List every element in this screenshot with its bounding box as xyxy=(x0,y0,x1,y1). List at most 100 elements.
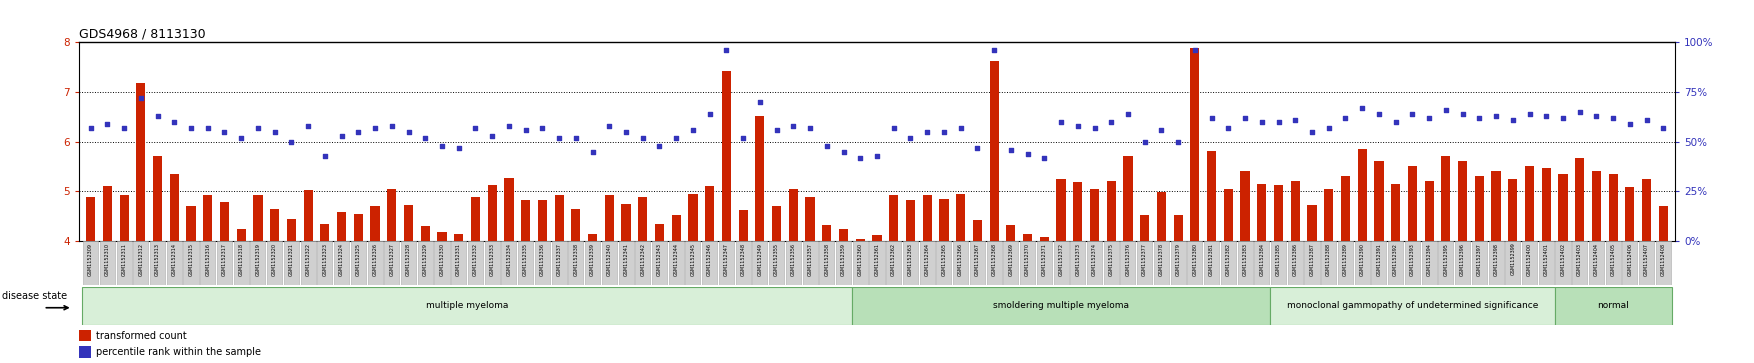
Bar xyxy=(572,209,581,241)
FancyBboxPatch shape xyxy=(803,241,817,285)
Bar xyxy=(1207,151,1216,241)
FancyBboxPatch shape xyxy=(1221,241,1237,285)
Point xyxy=(295,123,323,129)
Text: GSM1152333: GSM1152333 xyxy=(489,243,495,276)
Text: GSM1152360: GSM1152360 xyxy=(858,243,863,276)
FancyBboxPatch shape xyxy=(1003,241,1019,285)
FancyBboxPatch shape xyxy=(1421,241,1437,285)
FancyBboxPatch shape xyxy=(768,241,784,285)
Point xyxy=(796,125,824,131)
Bar xyxy=(1542,167,1551,241)
Bar xyxy=(1424,180,1433,241)
Text: GSM1152313: GSM1152313 xyxy=(154,243,160,276)
Point xyxy=(845,155,873,160)
Point xyxy=(1515,111,1544,117)
Bar xyxy=(772,207,781,241)
Text: GSM1152371: GSM1152371 xyxy=(1042,243,1047,276)
Point xyxy=(645,143,674,148)
Bar xyxy=(119,195,128,241)
Text: normal: normal xyxy=(1598,301,1629,310)
Bar xyxy=(86,197,95,241)
Bar xyxy=(521,200,530,241)
Text: GSM1152407: GSM1152407 xyxy=(1643,243,1649,276)
Text: GSM1152373: GSM1152373 xyxy=(1075,243,1080,276)
FancyBboxPatch shape xyxy=(1154,241,1168,285)
Point xyxy=(144,113,172,118)
Text: GSM1152404: GSM1152404 xyxy=(1594,243,1600,276)
FancyBboxPatch shape xyxy=(903,241,917,285)
FancyBboxPatch shape xyxy=(100,241,116,285)
Bar xyxy=(505,178,514,241)
FancyBboxPatch shape xyxy=(1489,241,1503,285)
Text: GSM1152369: GSM1152369 xyxy=(1009,243,1014,276)
Text: disease state: disease state xyxy=(2,291,67,301)
Text: GSM1152326: GSM1152326 xyxy=(372,243,377,276)
Bar xyxy=(1107,180,1116,241)
Point xyxy=(495,123,523,129)
Text: GSM1152362: GSM1152362 xyxy=(891,243,896,276)
Text: GSM1152405: GSM1152405 xyxy=(1610,243,1615,276)
Point xyxy=(1147,127,1175,132)
Text: GSM1152383: GSM1152383 xyxy=(1242,243,1247,276)
Point xyxy=(1231,115,1259,121)
Point xyxy=(1382,119,1410,125)
Bar xyxy=(605,195,614,241)
Point xyxy=(712,47,740,53)
Text: GSM1152401: GSM1152401 xyxy=(1544,243,1549,276)
Text: GSM1152386: GSM1152386 xyxy=(1293,243,1298,276)
FancyBboxPatch shape xyxy=(502,241,516,285)
Bar xyxy=(1659,207,1668,241)
Point xyxy=(1080,125,1109,131)
Bar xyxy=(321,224,330,241)
FancyBboxPatch shape xyxy=(1522,241,1537,285)
Bar xyxy=(388,189,396,241)
Bar xyxy=(1593,171,1601,241)
FancyBboxPatch shape xyxy=(1054,241,1068,285)
FancyBboxPatch shape xyxy=(251,241,265,285)
Point xyxy=(1063,123,1091,129)
Bar xyxy=(103,187,112,241)
Point xyxy=(579,149,607,155)
Bar xyxy=(1475,175,1484,241)
Point xyxy=(595,123,623,129)
Text: GSM1152316: GSM1152316 xyxy=(205,243,210,276)
Bar xyxy=(1626,187,1635,241)
Text: GSM1152321: GSM1152321 xyxy=(289,243,295,276)
Point xyxy=(377,123,405,129)
Text: GSM1152377: GSM1152377 xyxy=(1142,243,1147,276)
Bar xyxy=(454,234,463,241)
Bar xyxy=(789,189,798,241)
Point xyxy=(1465,115,1493,121)
FancyBboxPatch shape xyxy=(435,241,449,285)
Bar xyxy=(1324,189,1333,241)
FancyBboxPatch shape xyxy=(870,241,884,285)
Text: GSM1152312: GSM1152312 xyxy=(139,243,144,276)
FancyBboxPatch shape xyxy=(184,241,198,285)
Bar xyxy=(1123,155,1133,241)
Text: GSM1152315: GSM1152315 xyxy=(188,243,193,276)
FancyBboxPatch shape xyxy=(1070,241,1086,285)
Bar xyxy=(337,212,346,241)
FancyBboxPatch shape xyxy=(1238,241,1252,285)
Bar xyxy=(1408,166,1417,241)
Point xyxy=(1165,139,1193,144)
FancyBboxPatch shape xyxy=(1605,241,1621,285)
Text: GSM1152403: GSM1152403 xyxy=(1577,243,1582,276)
Text: GSM1152364: GSM1152364 xyxy=(924,243,930,276)
Text: GSM1152372: GSM1152372 xyxy=(1059,243,1063,276)
Text: GSM1152381: GSM1152381 xyxy=(1209,243,1214,276)
FancyBboxPatch shape xyxy=(267,241,282,285)
Point xyxy=(210,129,239,134)
FancyBboxPatch shape xyxy=(200,241,216,285)
Bar xyxy=(170,174,179,241)
Text: GSM1152311: GSM1152311 xyxy=(121,243,126,276)
Point xyxy=(177,125,205,131)
Bar xyxy=(1258,184,1266,241)
FancyBboxPatch shape xyxy=(1505,241,1521,285)
Text: GSM1152339: GSM1152339 xyxy=(589,243,595,276)
Bar xyxy=(437,232,447,241)
Bar xyxy=(638,197,647,241)
Bar xyxy=(1158,192,1166,241)
FancyBboxPatch shape xyxy=(1372,241,1386,285)
Text: GSM1152337: GSM1152337 xyxy=(556,243,561,276)
